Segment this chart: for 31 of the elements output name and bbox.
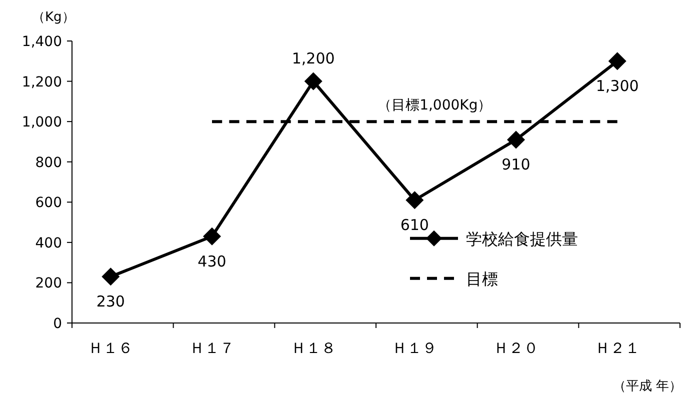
data-label: 230 [96, 292, 125, 311]
data-label: 1,300 [596, 77, 639, 96]
data-label: 910 [502, 156, 530, 174]
point [102, 268, 120, 286]
x-tick-label: Ｈ２１ [594, 339, 640, 357]
x-tick-label: Ｈ１８ [290, 339, 336, 357]
data-label: 610 [400, 216, 429, 234]
x-tick-label: Ｈ１９ [392, 339, 438, 357]
x-tick-label: Ｈ１６ [88, 339, 134, 357]
x-axis-title: （平成 年） [612, 379, 682, 394]
y-tick-label: 1,000 [22, 114, 62, 131]
y-tick-label: 200 [35, 276, 62, 292]
x-tick-label: Ｈ１７ [190, 339, 234, 357]
point [507, 130, 525, 149]
y-tick-label: 400 [35, 235, 62, 252]
point [406, 191, 424, 210]
y-tick-label: 800 [35, 154, 62, 171]
point [608, 52, 626, 70]
point [304, 72, 322, 90]
legend-label: 目標 [466, 269, 498, 288]
y-tick-label: 0 [53, 316, 62, 332]
data-label: 1,200 [292, 49, 335, 68]
data-label: 430 [198, 252, 226, 270]
x-tick-label: Ｈ２０ [494, 339, 538, 357]
annotation: （目標1,000Kg） [378, 98, 492, 114]
y-tick-label: 1,400 [22, 34, 62, 50]
y-axis-title: （Kg） [32, 10, 75, 25]
y-tick-label: 1,200 [22, 74, 62, 90]
point [203, 227, 221, 246]
legend-label: 学校給食提供量 [466, 229, 578, 248]
y-tick-label: 600 [35, 195, 62, 212]
